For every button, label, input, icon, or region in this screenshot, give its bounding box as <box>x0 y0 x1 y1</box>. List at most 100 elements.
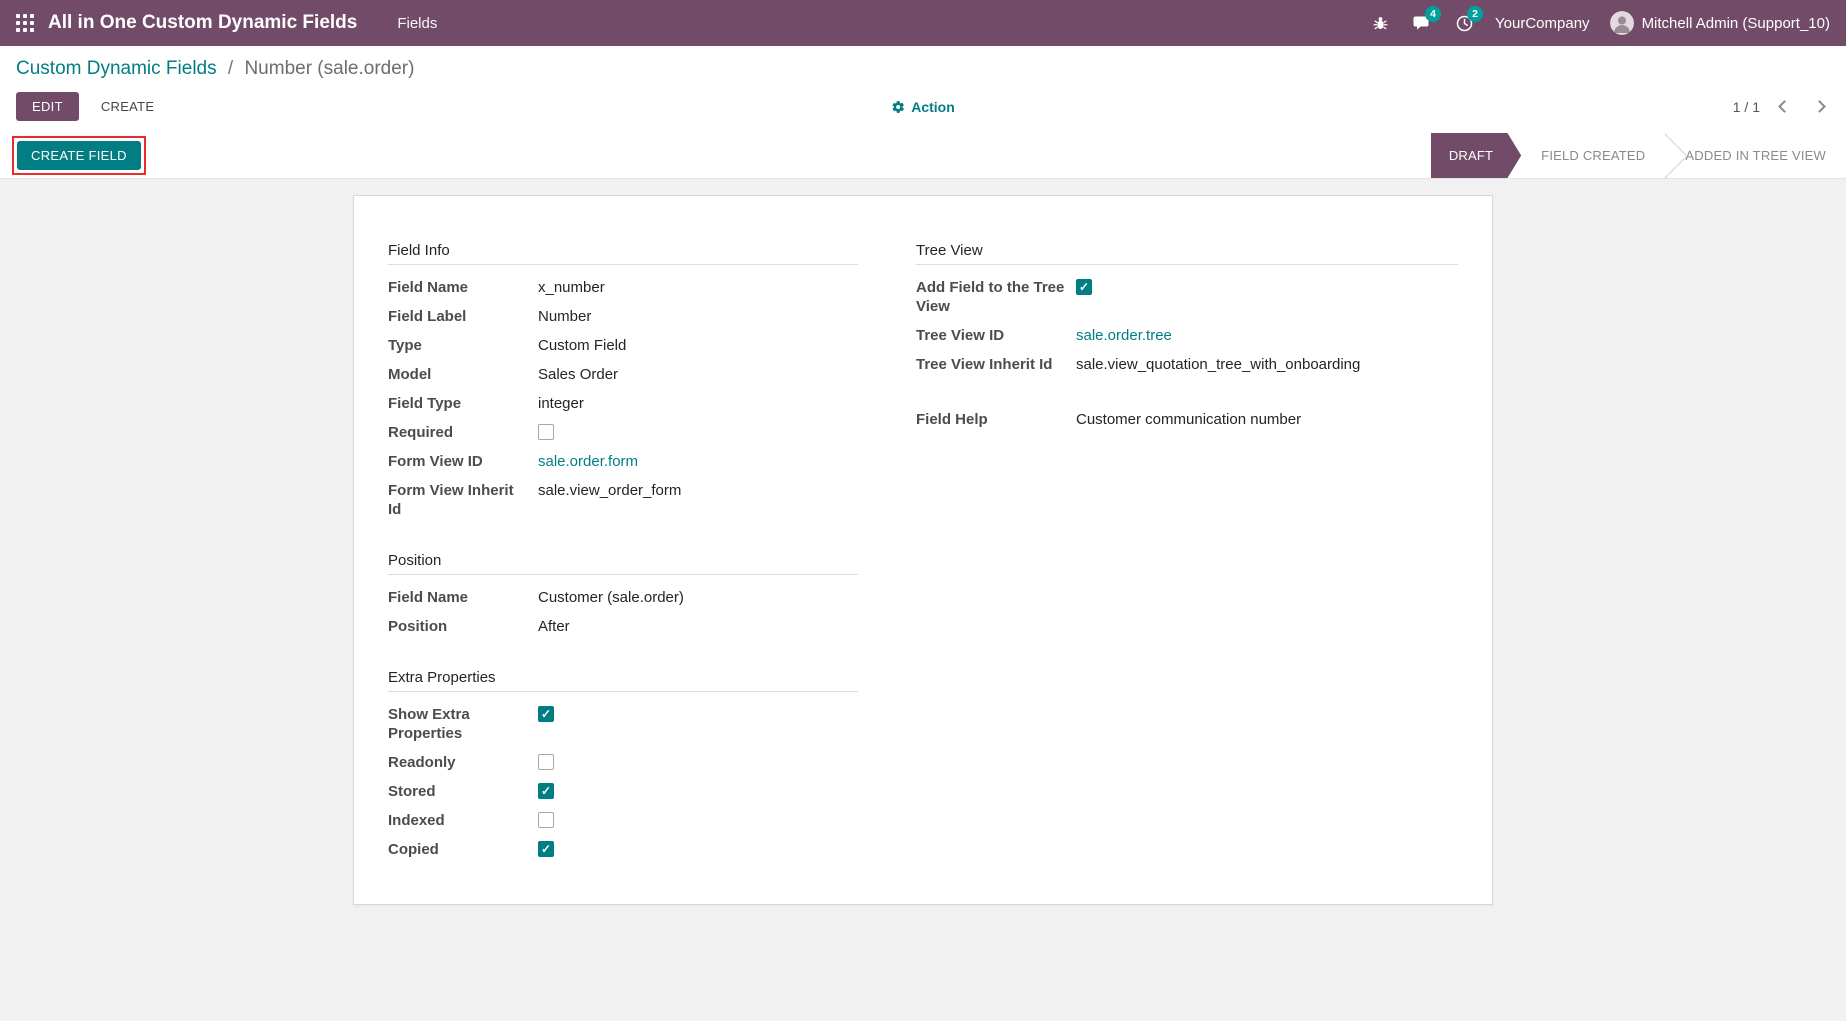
gear-icon <box>892 100 904 113</box>
field-name-row: Field Name x_number <box>388 273 858 302</box>
field-label-row: Field Label Number <box>388 302 858 331</box>
field-type-value: integer <box>538 395 584 412</box>
control-panel-buttons: EDIT CREATE Action 1 / 1 <box>16 92 1830 133</box>
field-name-value: x_number <box>538 279 605 296</box>
tree-view-inherit-id-label: Tree View Inherit Id <box>916 356 1053 373</box>
form-view-inherit-id-value: sale.view_order_form <box>538 482 682 499</box>
form-left-column: Field Info Field Name x_number Field Lab… <box>388 240 858 864</box>
position-row: Position After <box>388 612 858 641</box>
copied-checkbox[interactable] <box>538 841 554 857</box>
form-view-id-label: Form View ID <box>388 453 483 470</box>
tree-view-id-row: Tree View ID sale.order.tree <box>916 321 1458 350</box>
type-value: Custom Field <box>538 337 627 354</box>
breadcrumb: Custom Dynamic Fields / Number (sale.ord… <box>16 58 1830 80</box>
readonly-checkbox[interactable] <box>538 754 554 770</box>
step-field-created[interactable]: FIELD CREATED <box>1541 148 1646 163</box>
readonly-label: Readonly <box>388 754 456 771</box>
group-extra-properties: Extra Properties Show Extra Properties R… <box>388 667 858 864</box>
top-navbar: All in One Custom Dynamic Fields Fields … <box>0 0 1846 46</box>
required-checkbox[interactable] <box>538 424 554 440</box>
add-field-to-tree-view-row: Add Field to the Tree View <box>916 273 1458 321</box>
position-field-name-value: Customer (sale.order) <box>538 589 684 606</box>
action-label: Action <box>911 98 955 115</box>
chevron-left-icon <box>1778 100 1791 113</box>
menu-fields[interactable]: Fields <box>397 14 438 32</box>
step-added-in-tree-view[interactable]: ADDED IN TREE VIEW <box>1685 148 1826 163</box>
form-view-inherit-id-label: Form View Inherit Id <box>388 482 514 518</box>
group-position: Position Field Name Customer (sale.order… <box>388 550 858 641</box>
form-view-inherit-id-row: Form View Inherit Id sale.view_order_for… <box>388 476 858 524</box>
add-field-to-tree-view-checkbox[interactable] <box>1076 279 1092 295</box>
stored-checkbox[interactable] <box>538 783 554 799</box>
field-label-value: Number <box>538 308 592 325</box>
indexed-label: Indexed <box>388 812 445 829</box>
form-view-id-row: Form View ID sale.order.form <box>388 447 858 476</box>
edit-button[interactable]: EDIT <box>16 92 79 121</box>
company-menu[interactable]: YourCompany <box>1495 14 1590 32</box>
indexed-checkbox[interactable] <box>538 812 554 828</box>
group-title-tree-view: Tree View <box>916 240 1458 265</box>
pager-value: 1 / 1 <box>1732 98 1760 115</box>
readonly-row: Readonly <box>388 748 858 777</box>
add-field-to-tree-view-label: Add Field to the Tree View <box>916 279 1065 315</box>
group-title-position: Position <box>388 550 858 575</box>
required-row: Required <box>388 418 858 447</box>
position-label: Position <box>388 618 448 635</box>
content-area: Field Info Field Name x_number Field Lab… <box>0 179 1846 1021</box>
field-type-label: Field Type <box>388 395 462 412</box>
model-label: Model <box>388 366 432 383</box>
chevron-right-icon <box>1813 100 1826 113</box>
stored-row: Stored <box>388 777 858 806</box>
statusbar: CREATE FIELD DRAFT FIELD CREATED ADDED I… <box>0 133 1846 179</box>
position-field-name-row: Field Name Customer (sale.order) <box>388 583 858 612</box>
create-field-button[interactable]: CREATE FIELD <box>17 141 141 170</box>
type-row: Type Custom Field <box>388 331 858 360</box>
tree-view-inherit-id-value: sale.view_quotation_tree_with_onboarding <box>1076 356 1361 373</box>
model-value: Sales Order <box>538 366 619 383</box>
activities-clock-icon[interactable]: 2 <box>1453 6 1484 34</box>
annotation-highlight: CREATE FIELD <box>12 136 146 175</box>
pager: 1 / 1 <box>1733 98 1830 115</box>
group-field-info: Field Info Field Name x_number Field Lab… <box>388 240 858 524</box>
pager-previous-button[interactable] <box>1774 98 1795 115</box>
form-view-id-link[interactable]: sale.order.form <box>538 453 639 470</box>
messages-badge: 4 <box>1425 6 1442 22</box>
group-title-extra-properties: Extra Properties <box>388 667 858 692</box>
app-title[interactable]: All in One Custom Dynamic Fields <box>48 12 358 33</box>
tree-view-id-label: Tree View ID <box>916 327 1005 344</box>
breadcrumb-separator: / <box>227 58 234 79</box>
user-avatar <box>1609 11 1634 35</box>
type-label: Type <box>388 337 422 354</box>
group-field-help: Field Help Customer communication number <box>916 405 1458 434</box>
copied-label: Copied <box>388 841 439 858</box>
breadcrumb-current: Number (sale.order) <box>244 58 415 79</box>
show-extra-properties-row: Show Extra Properties <box>388 700 858 748</box>
breadcrumb-parent-link[interactable]: Custom Dynamic Fields <box>16 58 217 79</box>
statusbar-steps: DRAFT FIELD CREATED ADDED IN TREE VIEW <box>1431 133 1846 179</box>
field-help-value: Customer communication number <box>1076 411 1302 428</box>
model-row: Model Sales Order <box>388 360 858 389</box>
tree-view-id-link[interactable]: sale.order.tree <box>1076 327 1172 344</box>
messages-icon[interactable]: 4 <box>1411 6 1442 34</box>
position-value: After <box>538 618 570 635</box>
field-type-row: Field Type integer <box>388 389 858 418</box>
indexed-row: Indexed <box>388 806 858 835</box>
pager-next-button[interactable] <box>1809 98 1830 115</box>
required-label: Required <box>388 424 454 441</box>
apps-grid-icon[interactable] <box>16 14 34 32</box>
show-extra-properties-label: Show Extra Properties <box>388 706 470 742</box>
step-draft[interactable]: DRAFT <box>1431 133 1521 179</box>
field-label-label: Field Label <box>388 308 467 325</box>
action-menu[interactable]: Action <box>891 99 955 115</box>
stored-label: Stored <box>388 783 436 800</box>
tree-view-inherit-id-row: Tree View Inherit Id sale.view_quotation… <box>916 350 1458 379</box>
bug-icon[interactable] <box>1369 12 1391 34</box>
show-extra-properties-checkbox[interactable] <box>538 706 554 722</box>
group-tree-view: Tree View Add Field to the Tree View Tre… <box>916 240 1458 379</box>
field-name-label: Field Name <box>388 279 469 296</box>
create-button[interactable]: CREATE <box>95 98 161 115</box>
user-name: Mitchell Admin (Support_10) <box>1641 14 1830 32</box>
copied-row: Copied <box>388 835 858 864</box>
control-panel: Custom Dynamic Fields / Number (sale.ord… <box>0 46 1846 133</box>
user-menu[interactable]: Mitchell Admin (Support_10) <box>1609 11 1830 35</box>
